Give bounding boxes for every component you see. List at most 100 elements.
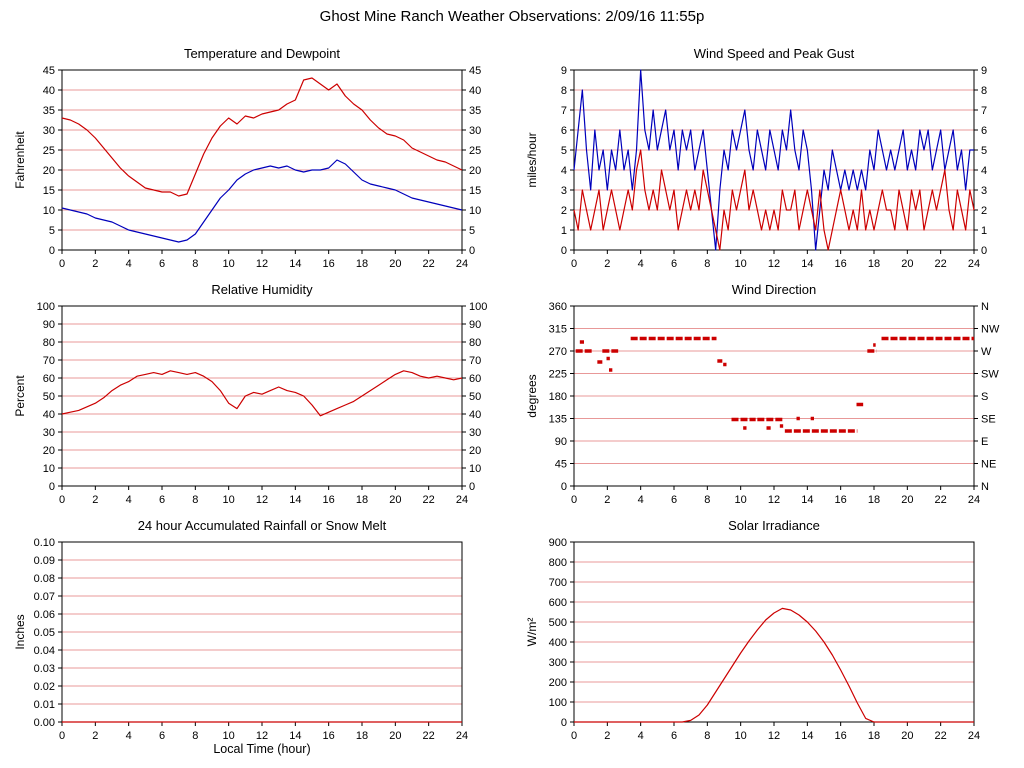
svg-text:3: 3 xyxy=(981,185,987,197)
svg-text:NW: NW xyxy=(981,324,1000,336)
svg-text:4: 4 xyxy=(126,258,132,270)
svg-text:10: 10 xyxy=(469,205,481,217)
svg-text:1: 1 xyxy=(981,225,987,237)
svg-text:0.03: 0.03 xyxy=(34,663,55,675)
svg-text:9: 9 xyxy=(561,65,567,77)
svg-text:0: 0 xyxy=(571,494,577,506)
svg-text:0: 0 xyxy=(59,258,65,270)
svg-text:20: 20 xyxy=(901,258,913,270)
svg-text:12: 12 xyxy=(256,258,268,270)
svg-text:4: 4 xyxy=(126,730,132,742)
svg-text:24: 24 xyxy=(456,258,468,270)
svg-text:0: 0 xyxy=(981,245,987,257)
svg-text:N: N xyxy=(981,481,989,493)
svg-text:0: 0 xyxy=(561,717,567,729)
svg-text:0.01: 0.01 xyxy=(34,699,55,711)
svg-text:5: 5 xyxy=(469,225,475,237)
svg-text:24: 24 xyxy=(456,494,468,506)
svg-text:2: 2 xyxy=(92,494,98,506)
svg-text:0.02: 0.02 xyxy=(34,681,55,693)
svg-text:5: 5 xyxy=(49,225,55,237)
svg-text:25: 25 xyxy=(469,145,481,157)
svg-text:22: 22 xyxy=(935,730,947,742)
svg-text:25: 25 xyxy=(43,145,55,157)
svg-text:270: 270 xyxy=(549,346,567,358)
svg-text:4: 4 xyxy=(638,494,644,506)
svg-text:10: 10 xyxy=(223,494,235,506)
svg-text:45: 45 xyxy=(555,459,567,471)
svg-text:NE: NE xyxy=(981,459,996,471)
page-title: Ghost Mine Ranch Weather Observations: 2… xyxy=(319,8,705,25)
svg-text:12: 12 xyxy=(256,494,268,506)
svg-text:6: 6 xyxy=(671,258,677,270)
svg-text:20: 20 xyxy=(901,730,913,742)
svg-text:30: 30 xyxy=(469,427,481,439)
svg-text:7: 7 xyxy=(981,105,987,117)
chart-title: 24 hour Accumulated Rainfall or Snow Mel… xyxy=(137,518,387,533)
svg-text:4: 4 xyxy=(638,258,644,270)
svg-text:10: 10 xyxy=(735,258,747,270)
svg-text:20: 20 xyxy=(901,494,913,506)
svg-text:800: 800 xyxy=(549,557,567,569)
svg-text:22: 22 xyxy=(935,258,947,270)
svg-text:4: 4 xyxy=(638,730,644,742)
svg-text:8: 8 xyxy=(704,258,710,270)
svg-text:135: 135 xyxy=(549,414,567,426)
svg-text:N: N xyxy=(981,301,989,313)
svg-text:12: 12 xyxy=(768,258,780,270)
svg-text:20: 20 xyxy=(469,445,481,457)
svg-text:40: 40 xyxy=(43,85,55,97)
svg-text:50: 50 xyxy=(43,391,55,403)
svg-text:30: 30 xyxy=(43,427,55,439)
svg-text:8: 8 xyxy=(704,494,710,506)
svg-text:80: 80 xyxy=(469,337,481,349)
svg-text:400: 400 xyxy=(549,637,567,649)
svg-text:700: 700 xyxy=(549,577,567,589)
svg-text:20: 20 xyxy=(469,165,481,177)
chart-rainfall: 24 hour Accumulated Rainfall or Snow Mel… xyxy=(6,518,506,758)
svg-text:10: 10 xyxy=(469,463,481,475)
svg-text:90: 90 xyxy=(43,319,55,331)
svg-text:6: 6 xyxy=(159,730,165,742)
svg-text:6: 6 xyxy=(671,730,677,742)
svg-text:0.09: 0.09 xyxy=(34,555,55,567)
svg-text:90: 90 xyxy=(469,319,481,331)
svg-text:18: 18 xyxy=(356,730,368,742)
svg-text:22: 22 xyxy=(423,258,435,270)
svg-text:10: 10 xyxy=(43,205,55,217)
svg-text:2: 2 xyxy=(604,258,610,270)
svg-text:40: 40 xyxy=(43,409,55,421)
svg-text:4: 4 xyxy=(561,165,567,177)
svg-text:24: 24 xyxy=(968,258,980,270)
svg-text:0: 0 xyxy=(571,258,577,270)
svg-text:0.08: 0.08 xyxy=(34,573,55,585)
svg-text:0: 0 xyxy=(561,245,567,257)
svg-text:8: 8 xyxy=(704,730,710,742)
svg-text:14: 14 xyxy=(289,258,301,270)
svg-text:30: 30 xyxy=(43,125,55,137)
svg-text:0.07: 0.07 xyxy=(34,591,55,603)
svg-text:20: 20 xyxy=(389,258,401,270)
svg-text:4: 4 xyxy=(981,165,987,177)
chart-title: Solar Irradiance xyxy=(728,518,820,533)
svg-text:9: 9 xyxy=(981,65,987,77)
svg-text:18: 18 xyxy=(868,730,880,742)
chart-title: Temperature and Dewpoint xyxy=(183,46,341,61)
svg-text:22: 22 xyxy=(423,494,435,506)
svg-text:30: 30 xyxy=(469,125,481,137)
svg-text:8: 8 xyxy=(981,85,987,97)
svg-text:5: 5 xyxy=(561,145,567,157)
svg-text:14: 14 xyxy=(801,494,813,506)
svg-text:8: 8 xyxy=(192,494,198,506)
svg-text:600: 600 xyxy=(549,597,567,609)
svg-text:2: 2 xyxy=(92,730,98,742)
svg-text:70: 70 xyxy=(469,355,481,367)
svg-text:16: 16 xyxy=(835,730,847,742)
svg-text:16: 16 xyxy=(835,258,847,270)
svg-text:0: 0 xyxy=(561,481,567,493)
svg-text:90: 90 xyxy=(555,436,567,448)
svg-text:35: 35 xyxy=(43,105,55,117)
